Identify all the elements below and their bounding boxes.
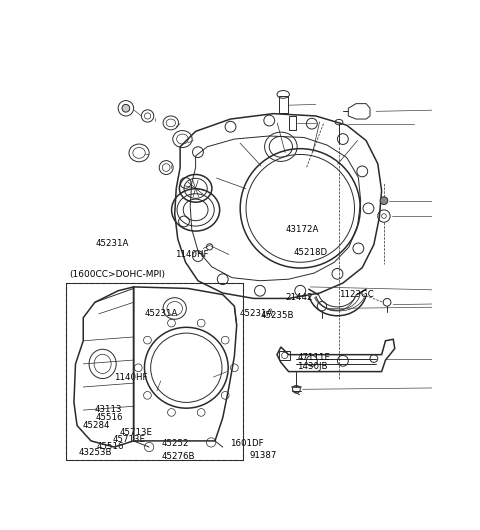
Bar [66, 283, 243, 460]
Text: 45276B: 45276B [161, 452, 195, 461]
Circle shape [122, 104, 130, 112]
Text: 91387: 91387 [250, 451, 277, 460]
Bar [278, 96, 288, 113]
Text: 45713E: 45713E [112, 435, 145, 444]
Text: 1123GC: 1123GC [339, 290, 374, 299]
Text: 1430JB: 1430JB [297, 362, 328, 371]
Text: 45235B: 45235B [260, 311, 294, 320]
Text: 43172A: 43172A [286, 225, 319, 234]
Text: 45713E: 45713E [120, 428, 153, 437]
Text: 45516: 45516 [96, 442, 124, 451]
Bar [289, 116, 296, 130]
Text: 45516: 45516 [96, 413, 123, 422]
Text: (1600CC>DOHC-MPI): (1600CC>DOHC-MPI) [69, 270, 165, 279]
Text: 45218D: 45218D [294, 248, 328, 257]
Text: 1140HF: 1140HF [175, 250, 208, 259]
Text: 45231A: 45231A [145, 310, 178, 319]
Text: 21442: 21442 [286, 293, 313, 302]
Text: 45231A: 45231A [240, 310, 273, 319]
Text: 1140HF: 1140HF [114, 373, 147, 382]
Text: 43253B: 43253B [79, 448, 112, 457]
Bar [66, 283, 243, 460]
Text: 45231A: 45231A [96, 240, 129, 249]
Bar [279, 351, 290, 360]
Text: 45252: 45252 [161, 439, 189, 448]
Text: 1601DF: 1601DF [230, 439, 264, 448]
Text: 47111E: 47111E [297, 353, 330, 362]
Text: 45284: 45284 [83, 421, 110, 430]
Circle shape [380, 197, 388, 205]
Text: 43113: 43113 [95, 405, 122, 414]
